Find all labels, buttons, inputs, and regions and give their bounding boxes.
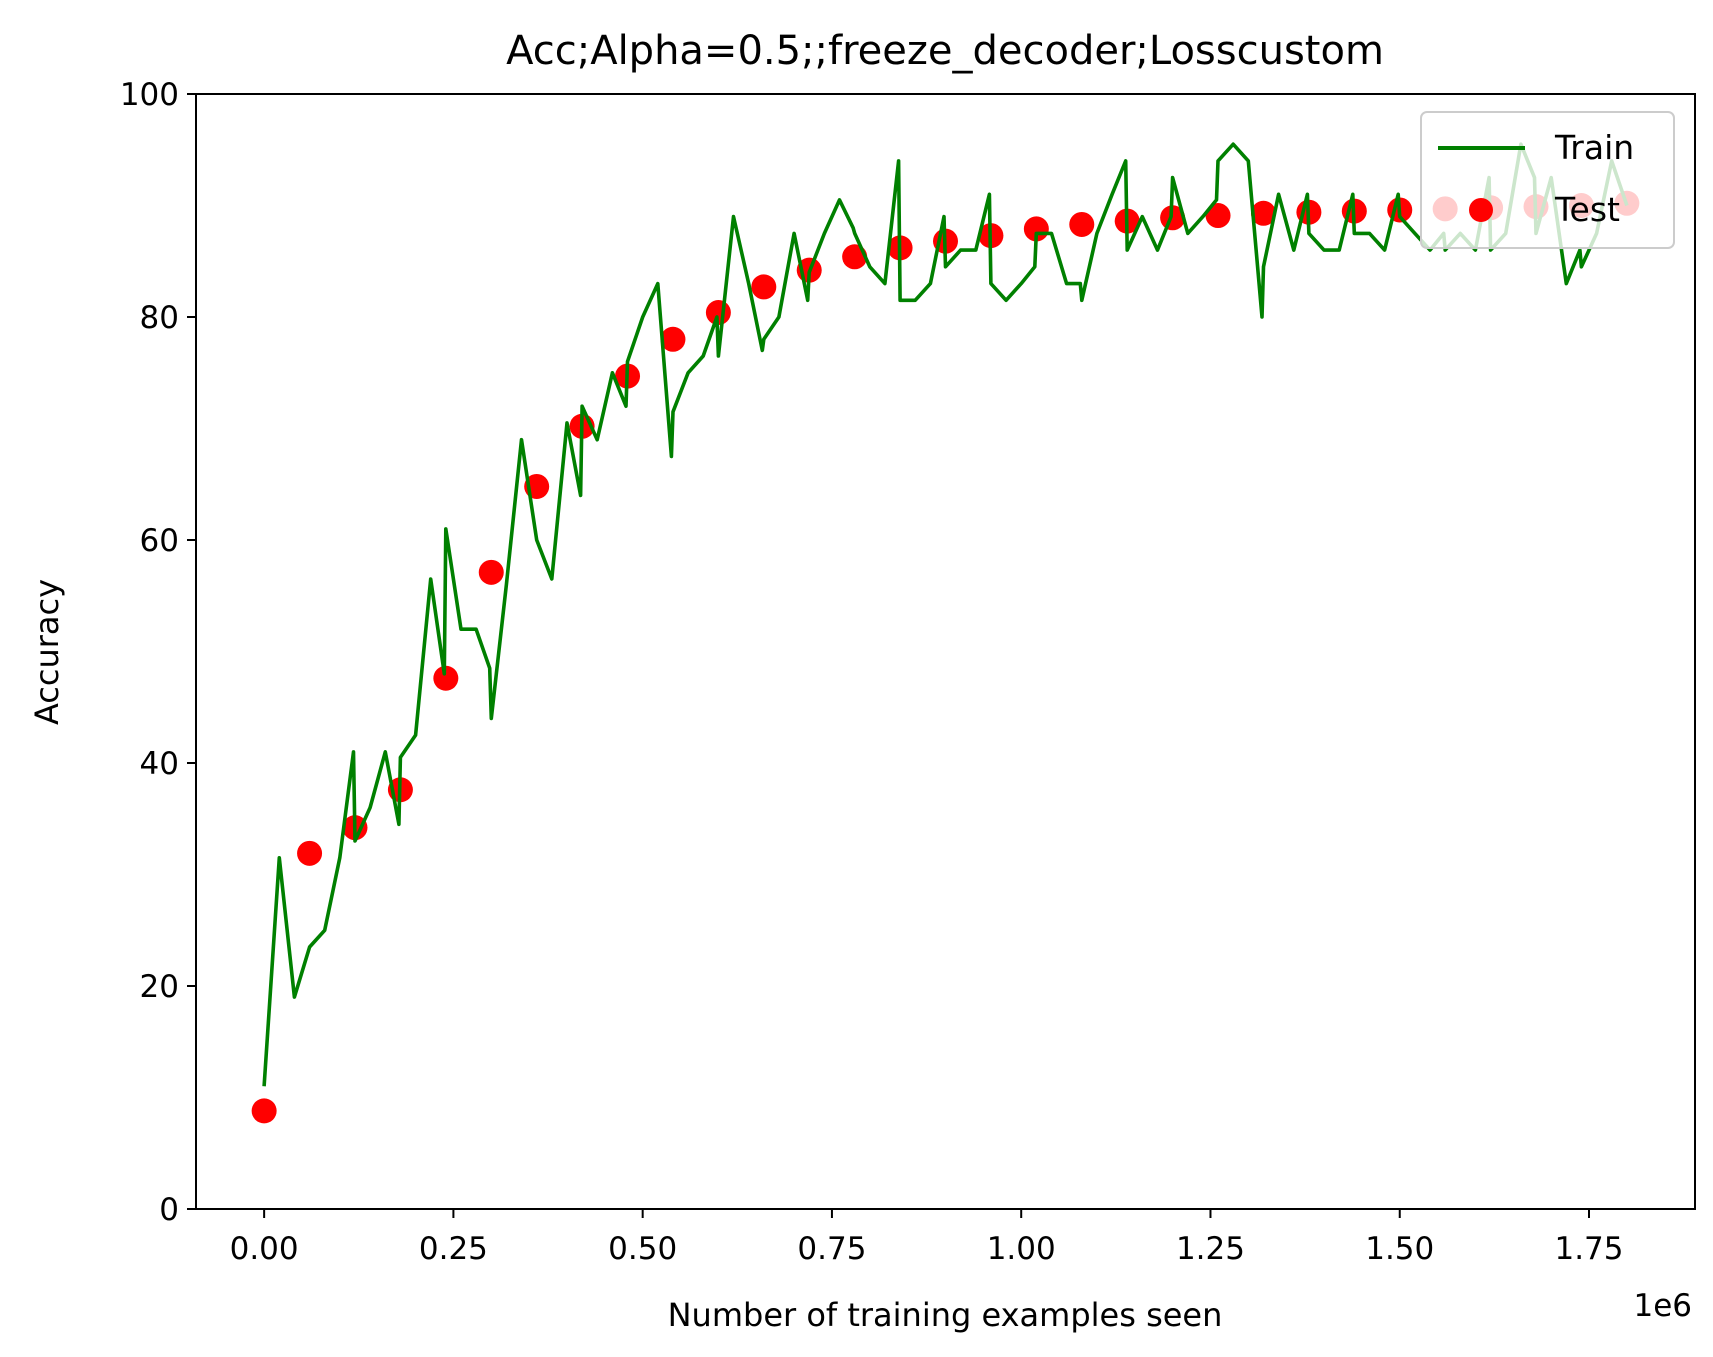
chart-title: Acc;Alpha=0.5;;freeze_decoder;Losscustom <box>506 28 1384 74</box>
x-tick-label: 0.50 <box>608 1231 677 1267</box>
legend-train-label: Train <box>1554 128 1634 167</box>
plot-frame <box>195 93 1696 1210</box>
x-tick-label: 0.25 <box>419 1231 488 1267</box>
legend: Train Test <box>1420 111 1675 249</box>
y-axis: 0 20 40 60 80 100 <box>120 77 196 1228</box>
test-point <box>251 1098 277 1124</box>
legend-test-label: Test <box>1554 190 1620 229</box>
y-tick-label: 0 <box>159 1192 179 1228</box>
test-point <box>660 326 686 352</box>
test-point <box>1250 200 1276 226</box>
y-tick-label: 20 <box>140 969 179 1005</box>
series-test <box>251 190 1640 1124</box>
plot-area <box>195 93 1696 1210</box>
x-axis: 0.00 0.25 0.50 0.75 1.00 1.25 1.50 1.75 <box>230 1209 1624 1267</box>
test-point <box>1069 211 1095 237</box>
series-train-line <box>262 142 1629 1087</box>
series-layer <box>251 142 1640 1124</box>
x-tick-label: 1.25 <box>1176 1231 1245 1267</box>
legend-box <box>1420 111 1675 249</box>
test-point <box>297 840 323 866</box>
test-point <box>751 274 777 300</box>
x-tick-label: 0.00 <box>230 1231 299 1267</box>
x-tick-label: 1.00 <box>987 1231 1056 1267</box>
y-tick-label: 80 <box>140 300 179 336</box>
test-point <box>478 559 504 585</box>
y-axis-label: Accuracy <box>28 579 66 725</box>
x-tick-label: 1.50 <box>1365 1231 1434 1267</box>
x-axis-label: Number of training examples seen <box>668 1296 1223 1334</box>
y-tick-label: 60 <box>140 523 179 559</box>
x-tick-label: 0.75 <box>797 1231 866 1267</box>
test-point <box>433 665 459 691</box>
test-point <box>1205 203 1231 229</box>
x-tick-label: 1.75 <box>1554 1231 1623 1267</box>
x-axis-offset-label: 1e6 <box>1633 1288 1692 1324</box>
y-tick-label: 40 <box>140 746 179 782</box>
y-tick-label: 100 <box>120 77 179 113</box>
legend-test-swatch <box>1469 198 1493 222</box>
